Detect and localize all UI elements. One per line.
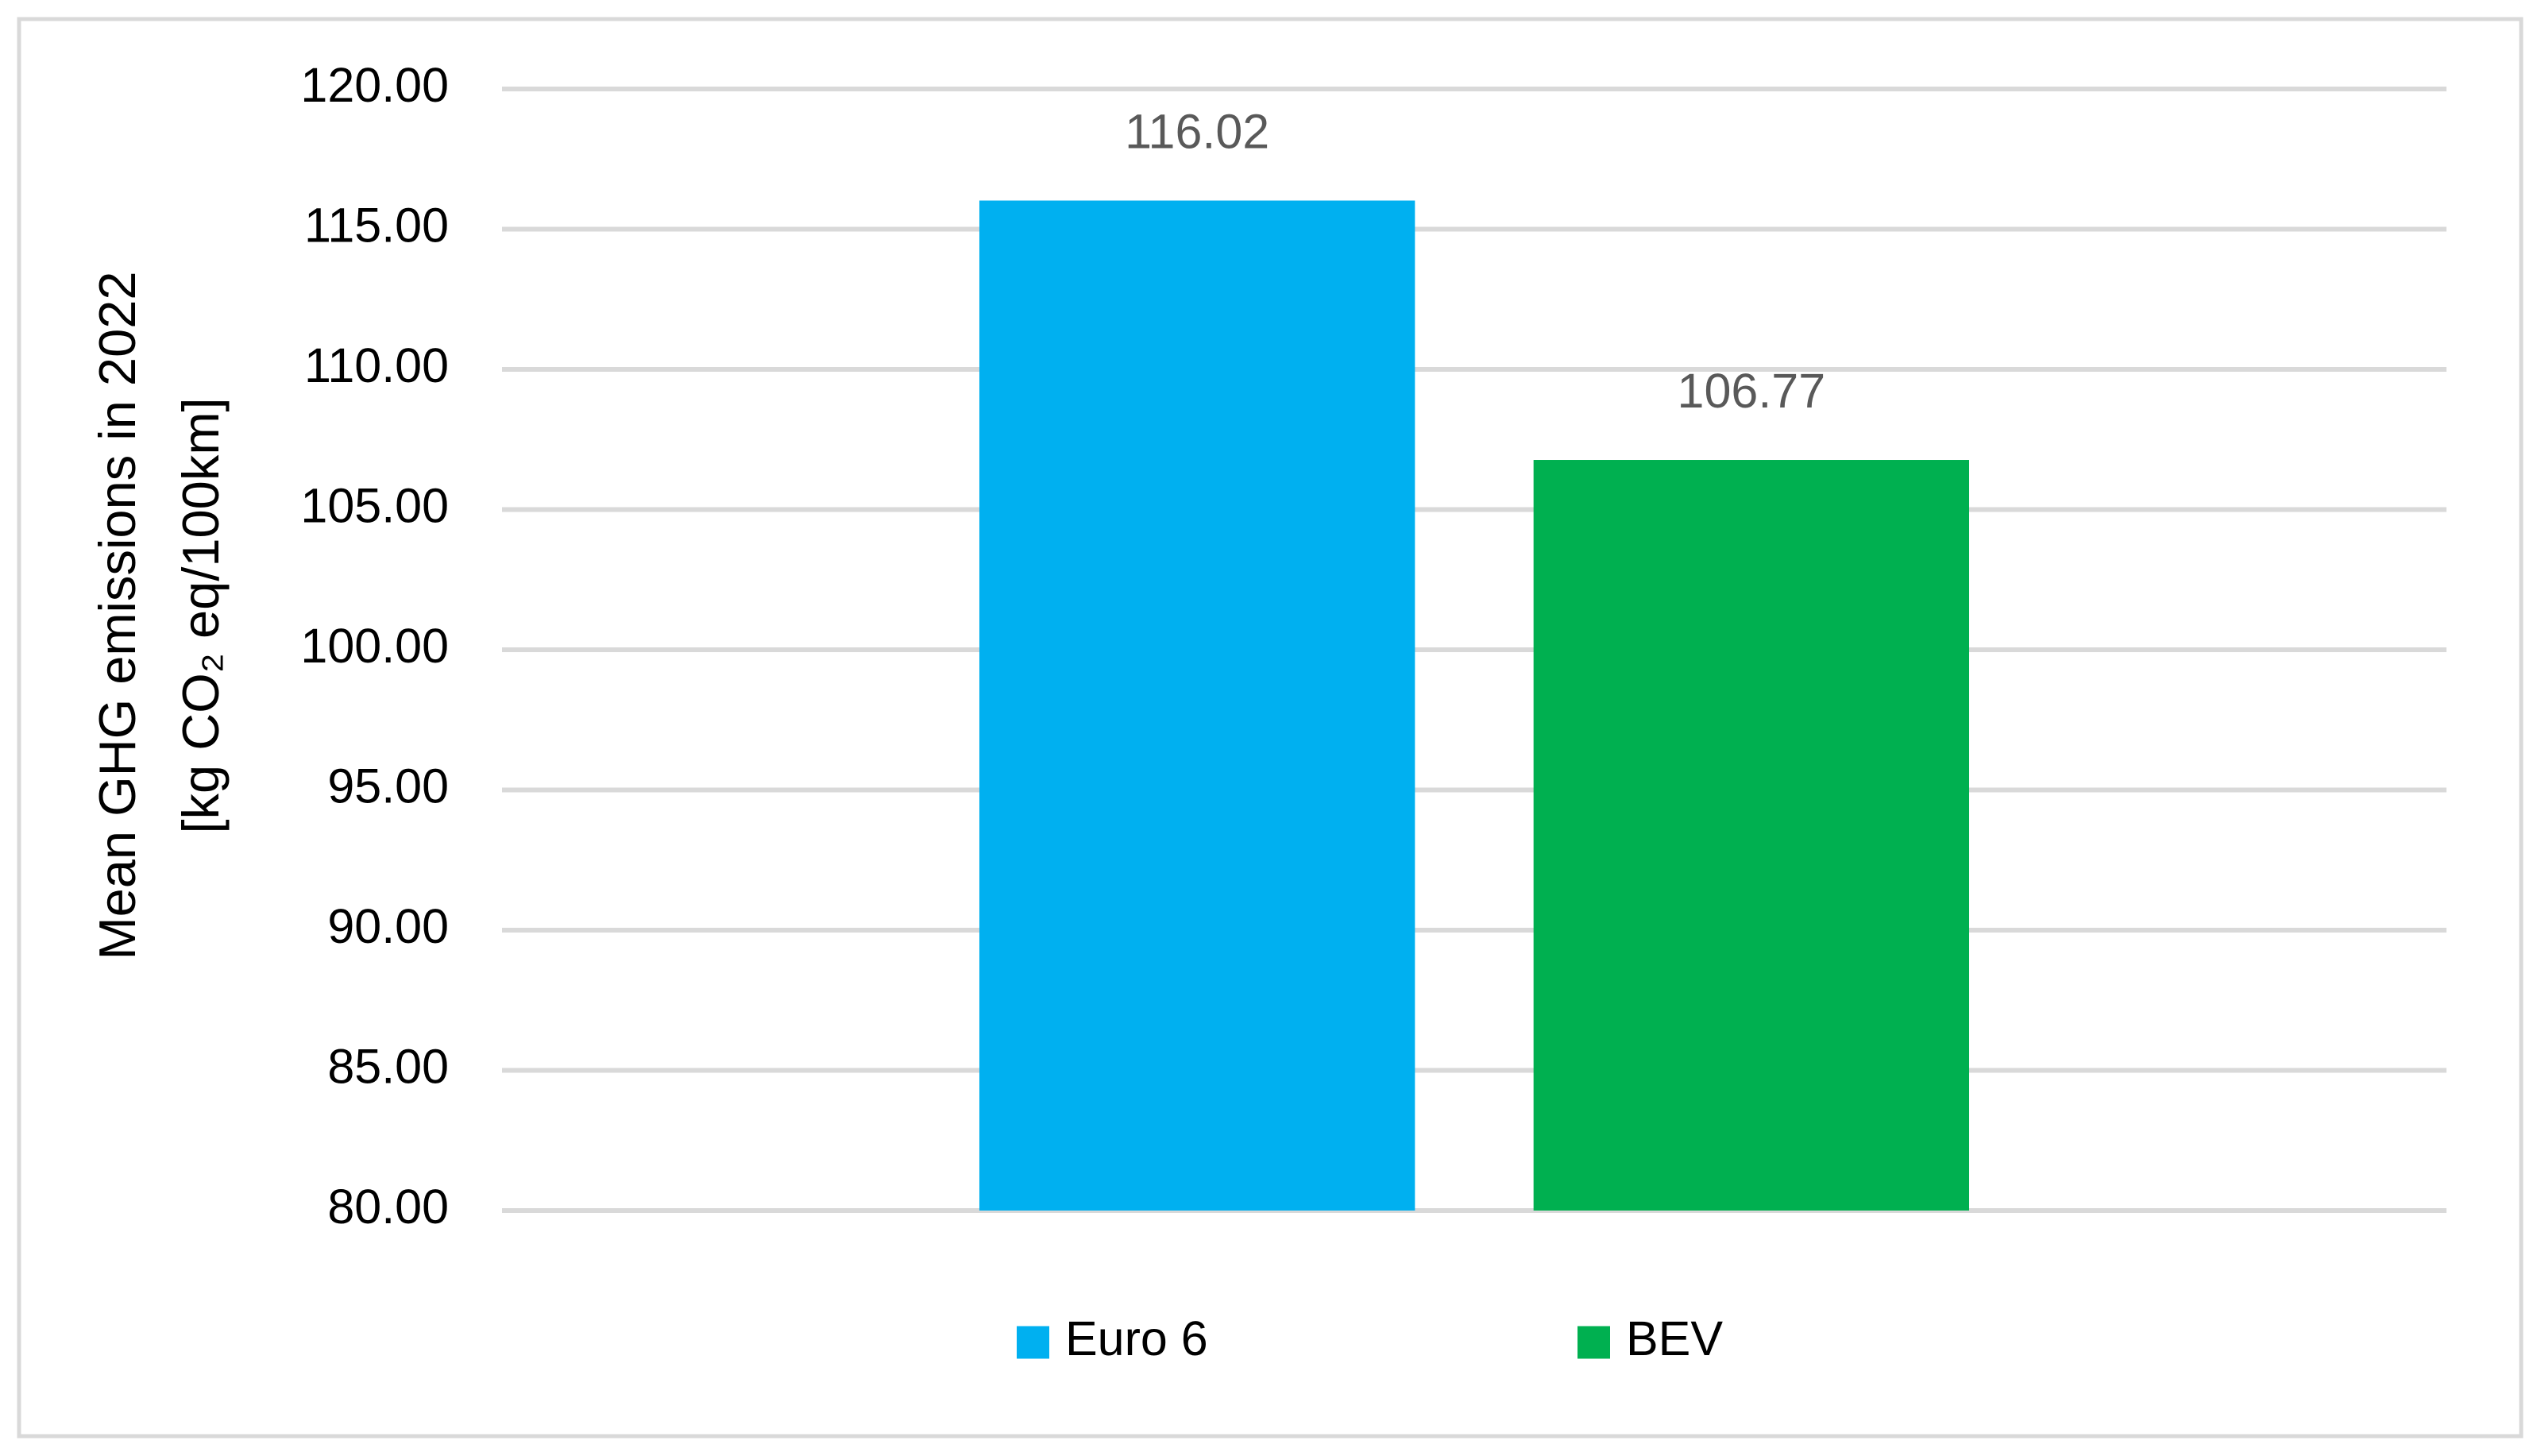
legend-swatch xyxy=(1017,1326,1049,1359)
y-tick-label: 80.00 xyxy=(327,1180,449,1234)
data-label: 116.02 xyxy=(1125,105,1269,159)
y-tick-label: 85.00 xyxy=(327,1040,449,1094)
y-axis-title: [kg CO₂ eq/100km] xyxy=(172,397,230,833)
y-tick-label: 100.00 xyxy=(300,619,449,673)
y-axis-label: [kg CO₂ eq/100km] xyxy=(172,397,230,833)
y-tick-label: 105.00 xyxy=(300,479,449,533)
bar xyxy=(1533,460,1970,1211)
y-tick-label: 110.00 xyxy=(304,338,449,392)
y-axis-label: Mean GHG emissions in 2022 xyxy=(88,271,146,960)
y-axis-title: Mean GHG emissions in 2022 xyxy=(88,271,146,960)
y-tick-label: 90.00 xyxy=(327,899,449,953)
bar xyxy=(979,200,1415,1211)
y-tick-label: 95.00 xyxy=(327,759,449,813)
y-tick-label: 115.00 xyxy=(304,199,449,253)
data-label: 106.77 xyxy=(1678,364,1826,418)
legend-label: Euro 6 xyxy=(1065,1311,1208,1365)
legend-label: BEV xyxy=(1626,1311,1723,1365)
y-tick-label: 120.00 xyxy=(300,58,449,112)
legend-swatch xyxy=(1578,1326,1610,1359)
